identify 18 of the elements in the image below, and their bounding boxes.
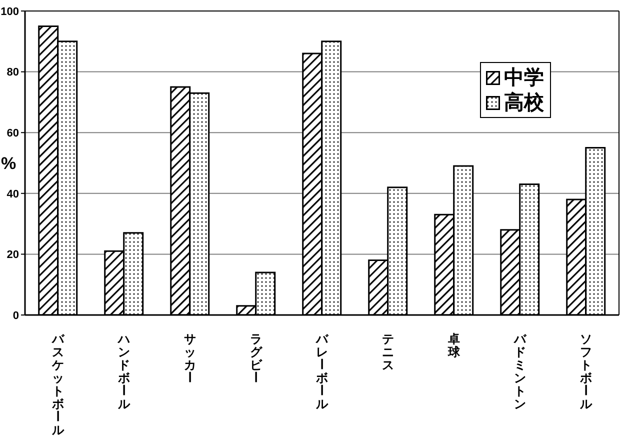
y-tick-label: 100 — [0, 6, 19, 18]
x-tick-label: バレーボール — [314, 332, 329, 411]
x-tick-label: バドミントン — [513, 332, 527, 411]
y-tick-label: 20 — [6, 249, 19, 262]
legend-label: 高校 — [504, 92, 544, 114]
y-tick-label: 60 — [6, 128, 19, 140]
y-tick-label: 0 — [12, 310, 19, 322]
y-tick-label: 80 — [6, 66, 19, 79]
legend-label: 中学 — [504, 66, 544, 88]
y-axis-title: % — [1, 154, 16, 174]
x-tick-label: ラグビー — [248, 332, 263, 383]
x-tick-label: サッカー — [182, 332, 196, 383]
y-tick-label: 40 — [6, 188, 19, 200]
x-tick-label: 卓球 — [447, 332, 461, 359]
x-tick-label: ソフトボール — [578, 332, 593, 411]
x-tick-label: ハンドボール — [116, 332, 131, 411]
x-tick-label: バスケットボール — [50, 332, 65, 437]
x-tick-label: テニス — [382, 332, 394, 372]
